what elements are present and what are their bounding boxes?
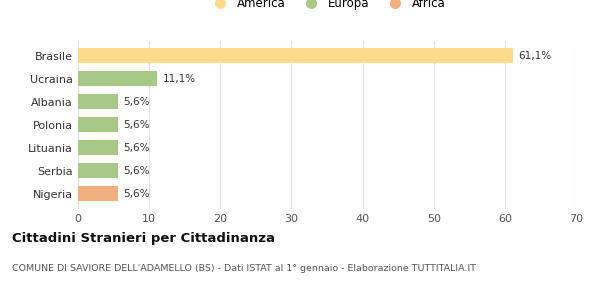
Bar xyxy=(78,94,118,109)
Text: 5,6%: 5,6% xyxy=(124,97,150,107)
Text: 5,6%: 5,6% xyxy=(124,189,150,199)
Text: COMUNE DI SAVIORE DELL'ADAMELLO (BS) - Dati ISTAT al 1° gennaio - Elaborazione T: COMUNE DI SAVIORE DELL'ADAMELLO (BS) - D… xyxy=(12,264,476,273)
Text: 61,1%: 61,1% xyxy=(518,51,551,61)
Text: 5,6%: 5,6% xyxy=(124,166,150,176)
Text: 5,6%: 5,6% xyxy=(124,120,150,130)
Bar xyxy=(78,163,118,178)
Text: 5,6%: 5,6% xyxy=(124,143,150,153)
Bar xyxy=(78,71,157,86)
Text: Cittadini Stranieri per Cittadinanza: Cittadini Stranieri per Cittadinanza xyxy=(12,232,275,245)
Bar xyxy=(78,117,118,132)
Bar xyxy=(78,48,512,63)
Bar xyxy=(78,186,118,201)
Bar xyxy=(78,140,118,155)
Text: 11,1%: 11,1% xyxy=(163,74,196,84)
Legend: America, Europa, Africa: America, Europa, Africa xyxy=(203,0,451,14)
